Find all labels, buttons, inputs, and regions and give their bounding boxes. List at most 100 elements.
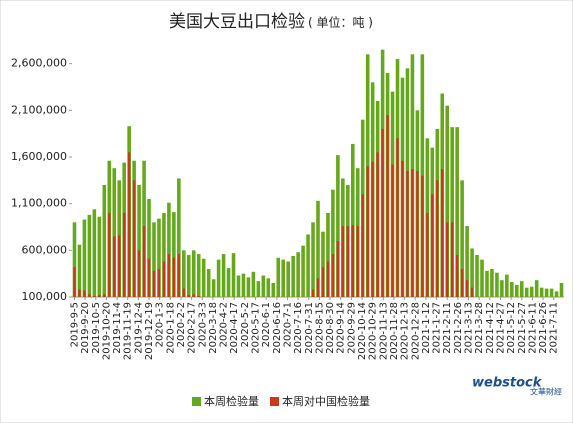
bar — [132, 180, 136, 297]
x-tick-label: 2019-11-4 — [112, 302, 123, 354]
x-tick-label: 2021-6-26 — [538, 302, 549, 354]
bar — [485, 270, 489, 297]
bar — [191, 250, 196, 297]
legend-label: 本周检验量 — [204, 394, 259, 408]
bar — [147, 258, 151, 297]
bar — [182, 250, 186, 297]
chart-title: 美国大豆出口检验 — [169, 12, 305, 32]
bar — [431, 194, 434, 297]
bar — [505, 274, 509, 297]
bar — [416, 171, 419, 297]
bar — [152, 222, 156, 297]
bar — [450, 222, 454, 297]
bar — [311, 222, 315, 297]
bar — [549, 288, 554, 297]
x-tick-label: 2021-6-11 — [527, 302, 538, 354]
bar — [236, 275, 241, 297]
bar — [534, 280, 539, 297]
bar — [554, 291, 559, 297]
chart-subtitle: ( 单位：吨 ) — [308, 15, 373, 30]
bar — [524, 287, 529, 297]
bar — [544, 288, 549, 297]
bar — [361, 194, 364, 297]
bar — [162, 261, 166, 297]
bar — [475, 255, 479, 297]
bar — [391, 164, 394, 297]
bar — [450, 127, 454, 297]
x-tick-label: 2020-11-28 — [389, 302, 400, 360]
bar — [82, 219, 87, 297]
bar — [211, 279, 216, 297]
x-tick-label: 2020-8-30 — [325, 302, 336, 354]
bar — [470, 248, 474, 297]
bar — [172, 212, 176, 297]
bar — [157, 269, 161, 297]
y-tick-label: 100,000 — [22, 290, 68, 303]
bar — [396, 138, 399, 297]
bar — [177, 178, 181, 297]
legend-label: 本周对中国检验量 — [282, 394, 370, 408]
bar — [261, 275, 266, 297]
bar — [88, 294, 91, 297]
logo: webstock — [472, 376, 543, 391]
bar — [460, 180, 464, 297]
y-tick-label: 1,100,000 — [11, 197, 67, 210]
bar — [510, 282, 514, 297]
x-tick-label: 2020-12-28 — [410, 302, 421, 360]
x-tick-label: 2020-10-29 — [368, 302, 379, 360]
bar — [177, 254, 181, 297]
bar — [490, 269, 494, 297]
bar — [103, 294, 106, 297]
bar — [167, 202, 171, 297]
bar — [351, 225, 354, 297]
bar — [441, 169, 444, 297]
bar — [331, 189, 335, 297]
bar — [326, 261, 330, 297]
bar — [296, 252, 300, 297]
x-tick-label: 2020-1-18 — [165, 302, 176, 354]
bar — [276, 257, 281, 297]
bar — [331, 254, 335, 297]
bar — [221, 254, 226, 297]
x-tick-label: 2020-7-16 — [293, 302, 304, 354]
x-tick-label: 2020-7-1 — [282, 302, 293, 347]
logo-subtitle: 文華財經 — [530, 387, 562, 397]
bar — [271, 283, 276, 297]
x-tick-label: 2021-2-11 — [442, 302, 453, 354]
bar — [206, 269, 211, 297]
bar — [514, 284, 519, 297]
bar — [142, 226, 146, 297]
x-tick-label: 2021-5-27 — [517, 302, 528, 354]
bar — [137, 250, 141, 297]
bar — [445, 105, 450, 298]
x-tick-label: 2020-7-31 — [304, 302, 315, 354]
bar — [197, 296, 200, 297]
bar — [480, 259, 484, 297]
x-tick-label: 2019-9-5 — [69, 302, 80, 347]
x-tick-label: 2020-6-16 — [272, 302, 283, 354]
x-tick-label: 2019-10-5 — [91, 302, 102, 354]
x-tick-label: 2021-3-28 — [474, 302, 485, 354]
bar — [112, 168, 117, 297]
bar — [301, 245, 305, 297]
bar — [196, 254, 201, 297]
bar — [465, 226, 469, 297]
bar — [122, 213, 126, 297]
y-tick-label: 1,600,000 — [11, 150, 67, 163]
bar — [216, 259, 221, 297]
bar — [519, 281, 524, 297]
bar — [266, 278, 271, 297]
legend-swatch — [270, 397, 279, 406]
bar — [421, 175, 424, 297]
bar — [281, 259, 286, 297]
bar — [93, 296, 96, 297]
x-tick-label: 2020-6-1 — [261, 302, 272, 347]
bar — [529, 286, 534, 297]
bar — [436, 180, 439, 297]
bar — [311, 289, 315, 297]
bar — [118, 235, 121, 297]
bar — [226, 268, 231, 297]
bar — [306, 234, 310, 297]
